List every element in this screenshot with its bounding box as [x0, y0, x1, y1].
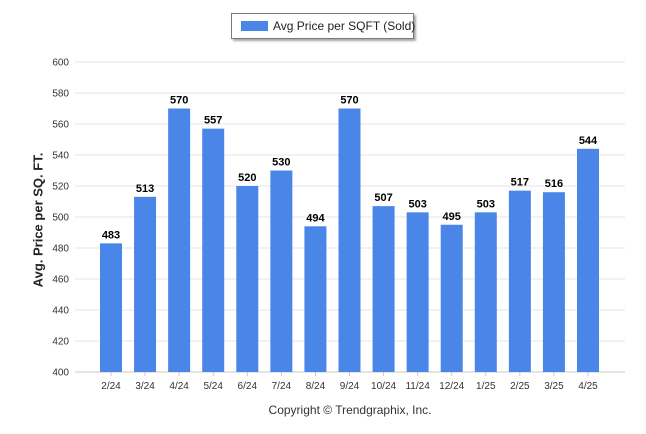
- bar[interactable]: [474, 212, 497, 372]
- x-tick-label: 10/24: [371, 381, 396, 392]
- bar[interactable]: [406, 212, 429, 372]
- bar[interactable]: [168, 108, 191, 373]
- data-labels: 483 513 570 557 520 530 494 570 507 503 495 503 517 5…: [102, 95, 598, 242]
- bar[interactable]: [440, 224, 463, 372]
- data-label: 570: [170, 95, 188, 107]
- y-tick-label: 500: [52, 213, 69, 224]
- x-axis-ticks: 2/24 3/24 4/24 5/24 6/24 7/24 8/24 9/24 10/24 11/…: [101, 372, 598, 392]
- legend-swatch: [241, 21, 268, 31]
- data-label: 503: [477, 198, 495, 210]
- x-tick-label: 7/24: [272, 381, 292, 392]
- y-tick-label: 580: [52, 89, 69, 100]
- x-tick-label: 4/25: [578, 381, 598, 392]
- bar[interactable]: [100, 243, 122, 372]
- bar[interactable]: [304, 226, 327, 372]
- bar[interactable]: [542, 192, 565, 372]
- data-label: 494: [306, 212, 325, 224]
- y-tick-label: 420: [52, 337, 69, 348]
- x-tick-label: 8/24: [306, 381, 326, 392]
- data-label: 530: [272, 157, 290, 169]
- x-tick-label: 11/24: [405, 381, 430, 392]
- legend-label: Avg Price per SQFT (Sold): [273, 19, 416, 33]
- data-label: 503: [408, 198, 426, 210]
- bar[interactable]: [508, 190, 531, 372]
- bars: [100, 108, 599, 373]
- data-label: 557: [204, 115, 222, 127]
- bar[interactable]: [202, 128, 225, 372]
- data-label: 507: [374, 192, 392, 204]
- y-tick-label: 400: [52, 368, 69, 379]
- data-label: 483: [102, 229, 120, 241]
- x-tick-label: 4/24: [169, 381, 189, 392]
- data-label: 544: [579, 135, 598, 147]
- data-label: 570: [340, 95, 358, 107]
- bar[interactable]: [134, 196, 157, 372]
- y-tick-label: 480: [52, 244, 69, 255]
- bar[interactable]: [577, 148, 599, 372]
- y-tick-label: 460: [52, 275, 69, 286]
- bar[interactable]: [236, 186, 259, 372]
- x-tick-label: 3/25: [544, 381, 564, 392]
- x-tick-label: 3/24: [135, 381, 155, 392]
- data-label: 513: [136, 183, 154, 195]
- y-tick-label: 540: [52, 151, 69, 162]
- bar[interactable]: [338, 108, 361, 373]
- y-tick-label: 440: [52, 306, 69, 317]
- x-tick-label: 5/24: [203, 381, 223, 392]
- x-tick-label: 6/24: [238, 381, 258, 392]
- y-axis-ticks: 400 420 440 460 480 500 520 540 560 580 600: [52, 58, 69, 379]
- data-label: 516: [545, 178, 563, 190]
- y-tick-label: 560: [52, 120, 69, 131]
- bar[interactable]: [270, 170, 293, 373]
- copyright-text: Copyright © Trendgraphix, Inc.: [268, 403, 432, 417]
- x-tick-label: 12/24: [439, 381, 464, 392]
- x-tick-label: 9/24: [340, 381, 360, 392]
- y-tick-label: 600: [52, 58, 69, 69]
- y-axis-label: Avg. Price per SQ. FT.: [30, 152, 46, 288]
- x-tick-label: 2/25: [510, 381, 530, 392]
- data-label: 495: [443, 211, 461, 223]
- data-label: 520: [238, 172, 256, 184]
- legend[interactable]: Avg Price per SQFT (Sold): [231, 13, 416, 39]
- data-label: 517: [511, 177, 529, 189]
- bar[interactable]: [372, 206, 395, 372]
- x-tick-label: 1/25: [476, 381, 496, 392]
- x-tick-label: 2/24: [101, 381, 121, 392]
- y-tick-label: 520: [52, 182, 69, 193]
